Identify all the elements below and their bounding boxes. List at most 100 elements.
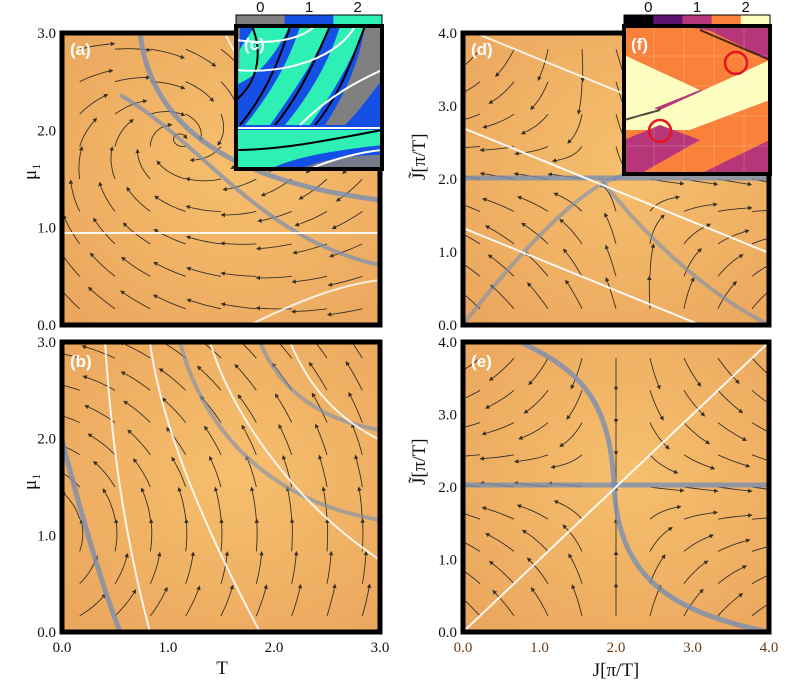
y-tick-label: 2.0 <box>438 172 457 188</box>
flow-streamline <box>254 518 260 552</box>
panel-b-xticks: 0.0 1.0 2.0 3.0 <box>53 640 390 656</box>
flow-streamline <box>114 75 151 83</box>
flow-streamline <box>62 290 81 310</box>
x-tick-label: 3.0 <box>371 640 390 656</box>
flow-streamline <box>495 48 515 78</box>
flow-streamline <box>133 458 151 488</box>
flow-streamline <box>185 113 204 142</box>
flow-streamline <box>255 275 292 281</box>
x-tick-label: 1.0 <box>530 640 549 656</box>
flow-streamline <box>463 541 481 552</box>
flow-streamline <box>683 202 718 212</box>
y-tick-label: 0.0 <box>37 625 56 641</box>
flow-streamline <box>463 389 481 400</box>
y-tick-label: 4.0 <box>438 335 457 351</box>
flow-streamline <box>79 94 109 115</box>
flow-streamline <box>185 81 215 102</box>
panel-f-frame <box>622 24 772 176</box>
flow-streamline <box>79 41 116 50</box>
flow-streamline <box>361 550 369 584</box>
panel-b-streamlines <box>62 342 372 617</box>
flow-streamline <box>683 357 702 387</box>
panel-d-ylabel: J̃[π/T] <box>407 133 430 180</box>
flow-streamline <box>149 551 162 584</box>
flow-streamline <box>488 560 515 584</box>
flow-streamline <box>490 284 515 310</box>
flow-streamline <box>220 551 230 584</box>
flow-streamline <box>649 357 661 390</box>
flow-streamline <box>289 518 295 552</box>
flow-streamline <box>717 513 753 520</box>
flow-streamline <box>114 118 134 147</box>
panel-e-xlabel: J[π/T] <box>593 660 640 681</box>
separatrix-dark <box>178 342 380 522</box>
flow-streamline <box>308 361 328 391</box>
flow-streamline <box>220 584 234 617</box>
panel-e-separatrices <box>463 342 769 632</box>
flow-streamline <box>119 342 151 359</box>
flow-streamline <box>285 486 293 520</box>
panel-a-frame <box>59 30 383 328</box>
flow-streamline <box>516 504 549 520</box>
flow-streamline <box>717 593 744 617</box>
y-tick-label: 2.0 <box>37 432 56 448</box>
separatrix-bright <box>149 342 261 632</box>
separatrix-bright <box>463 227 704 325</box>
flow-streamline <box>150 48 185 59</box>
flow-streamline <box>294 211 328 227</box>
panel-b-frame <box>59 339 383 635</box>
colorbar-tick-label: 0 <box>644 0 652 16</box>
flow-streamline <box>220 210 257 218</box>
flow-streamline <box>570 357 583 390</box>
panel-d-label: (d) <box>471 40 493 59</box>
flow-streamline <box>488 81 515 104</box>
flow-streamline <box>649 526 673 552</box>
flow-streamline <box>481 422 515 436</box>
flow-streamline <box>78 145 84 180</box>
panel-d-yticks: 0.0 1.0 2.0 3.0 4.0 <box>438 26 457 334</box>
flow-streamline <box>521 529 549 552</box>
flow-streamline <box>559 422 583 448</box>
panel-b: (b) 0.0 1.0 2.0 3.0 0.0 1.0 2.0 3.0 μ₁ T <box>20 335 390 679</box>
separatrix-dark <box>598 176 769 325</box>
flow-streamline <box>68 179 81 212</box>
flow-streamline <box>649 584 662 617</box>
flow-streamline <box>361 583 372 617</box>
flow-streamline <box>154 195 186 212</box>
panel-b-xlabel: T <box>216 658 228 679</box>
flow-streamline <box>553 192 583 212</box>
flow-streamline <box>329 243 363 258</box>
flow-streamline <box>562 248 583 277</box>
flow-streamline <box>351 342 363 359</box>
flow-streamline <box>463 48 481 68</box>
flow-streamline <box>185 48 217 67</box>
panel-e-xticks: 0.0 1.0 2.0 3.0 4.0 <box>454 640 779 656</box>
flow-streamline <box>120 371 151 391</box>
flow-streamline <box>485 225 515 245</box>
flow-streamline <box>751 574 769 585</box>
flow-streamline <box>520 113 549 135</box>
flow-streamline <box>683 390 706 417</box>
y-tick-label: 0.0 <box>438 625 457 641</box>
flow-streamline <box>126 186 151 212</box>
flow-streamline <box>87 433 116 456</box>
flow-streamline <box>87 286 116 310</box>
flow-streamline <box>649 505 682 520</box>
flow-streamline <box>185 551 196 584</box>
x-tick-label: 3.0 <box>683 640 702 656</box>
flow-streamline <box>291 308 328 314</box>
separatrix-bright <box>463 342 769 632</box>
panel-b-yticks: 0.0 1.0 2.0 3.0 <box>37 335 56 641</box>
flow-streamline <box>245 455 257 488</box>
panel-c-colorbar: 0 1 2 <box>235 0 383 26</box>
flow-streamline <box>98 181 116 212</box>
flow-streamline <box>514 146 549 156</box>
colorbar-segment <box>740 15 771 25</box>
flow-streamline <box>526 557 549 584</box>
colorbar-tick-label: 0 <box>256 0 264 16</box>
flow-streamline <box>152 294 186 310</box>
flow-streamline <box>186 298 222 310</box>
flow-streamline <box>291 550 299 584</box>
flow-streamline <box>481 506 515 520</box>
